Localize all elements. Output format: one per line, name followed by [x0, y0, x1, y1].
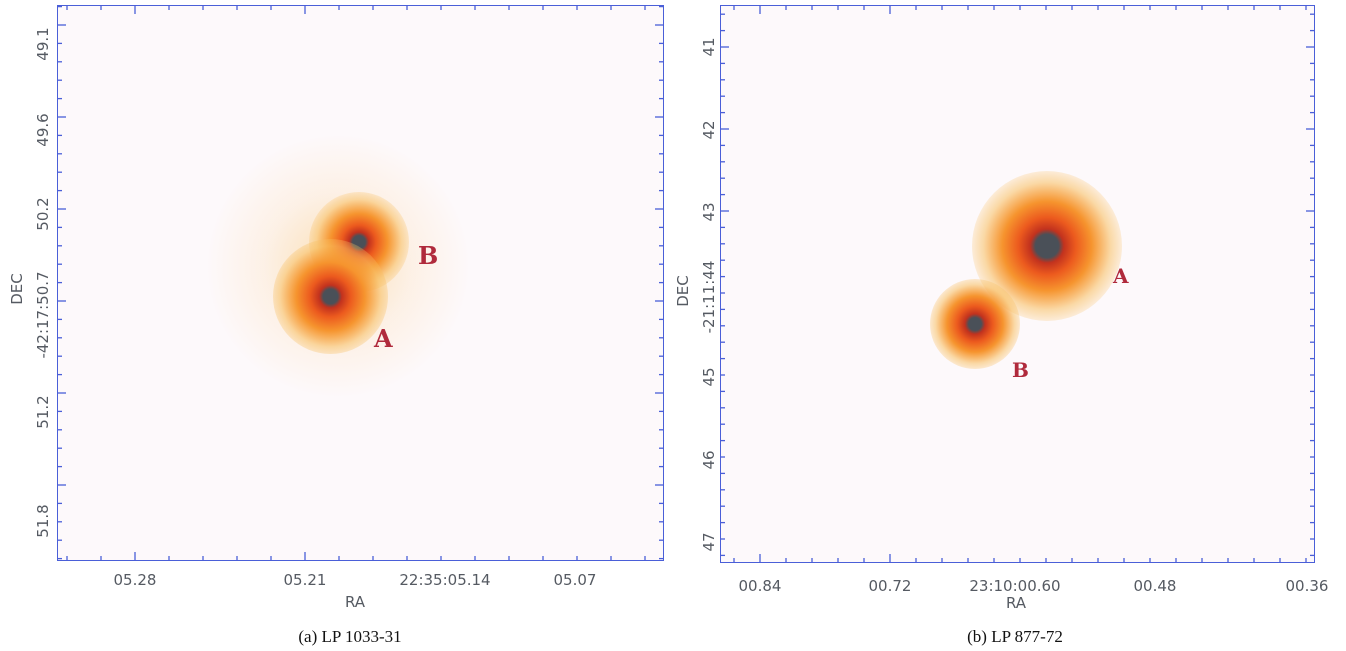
x-tick-a: 05.28: [113, 571, 157, 589]
y-axis-title-b: DEC: [674, 275, 692, 307]
x-tick-b: 00.36: [1285, 577, 1329, 595]
x-tick-b: 00.48: [1133, 577, 1177, 595]
y-tick-b: 46: [700, 450, 718, 470]
caption-b: (b) LP 877-72: [967, 627, 1063, 646]
y-tick-b: -21:11:44: [700, 260, 718, 334]
x-tick-a: 05.21: [283, 571, 327, 589]
x-tick-b: 00.72: [868, 577, 912, 595]
y-tick-b: 43: [700, 202, 718, 222]
x-tick-b: 23:10:00.60: [969, 577, 1061, 595]
label-a-a: A: [374, 324, 393, 353]
x-axis-title-b: RA: [1005, 594, 1027, 612]
x-tick-a: 22:35:05.14: [399, 571, 491, 589]
x-tick-b: 00.84: [738, 577, 782, 595]
label-a-b: A: [1113, 264, 1129, 288]
caption-a: (a) LP 1033-31: [298, 627, 402, 646]
label-b-b: B: [1012, 358, 1029, 382]
image-frame-a: B A: [57, 5, 664, 561]
x-tick-a: 05.07: [553, 571, 597, 589]
star-a-a: [273, 239, 388, 354]
x-axis-title-a: RA: [344, 593, 366, 611]
y-tick-b: 45: [700, 367, 718, 387]
image-frame-b: A B: [720, 5, 1315, 563]
y-tick-b: 42: [700, 120, 718, 140]
y-tick-b: 41: [700, 37, 718, 57]
star-b-b: [930, 279, 1020, 369]
label-b-a: B: [418, 241, 439, 270]
y-tick-b: 47: [700, 532, 718, 552]
